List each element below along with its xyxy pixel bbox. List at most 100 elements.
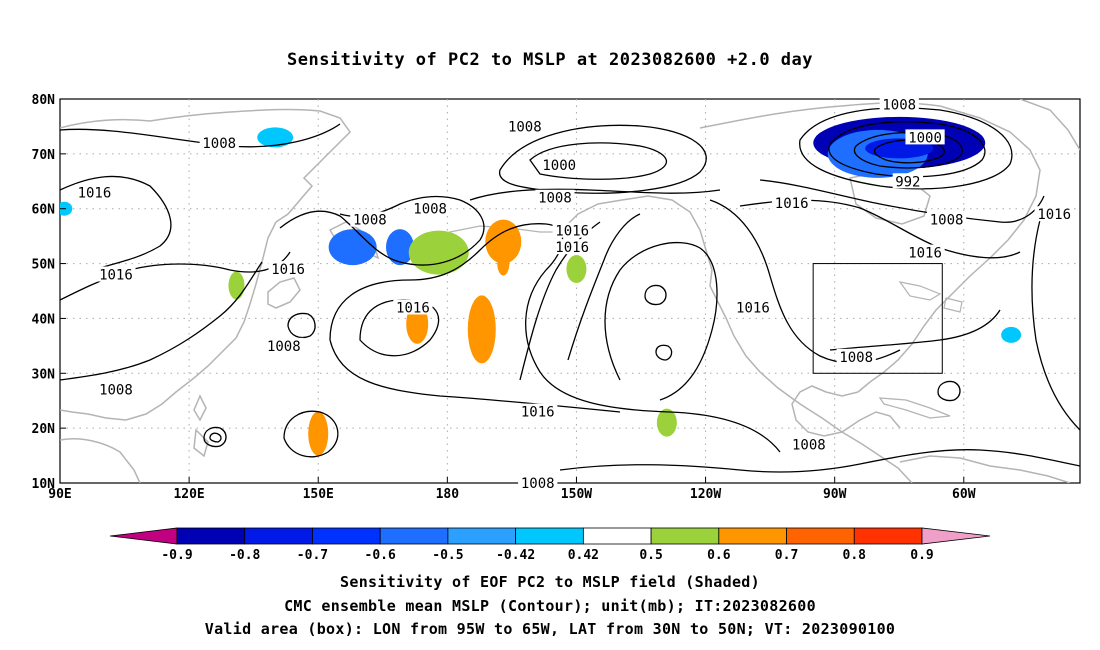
contour-label: 1008	[267, 339, 301, 355]
contour-label: 1000	[908, 130, 942, 146]
contour-label-bg	[268, 261, 308, 277]
colorbar: -0.9 -0.8 -0.7 -0.6 -0.5 -0.42 0.42 0.5 0.6 0.7 0.…	[109, 527, 991, 563]
contour-label: 1016	[271, 262, 305, 278]
colorbar-label: 0.6	[707, 548, 731, 563]
lat-tick-label: 40N	[32, 312, 56, 327]
contour-label-bg	[199, 134, 239, 150]
contour-label: 1016	[1037, 207, 1071, 223]
contour-small-high-2	[655, 344, 673, 361]
contour-label-bg	[350, 211, 390, 227]
contour-label: 1016	[775, 196, 809, 212]
contour-1008-eastern-na	[829, 309, 1001, 351]
lat-tick-label: 60N	[32, 203, 56, 218]
coastline-japan	[267, 277, 301, 309]
contour-label: 1008	[202, 136, 236, 152]
positive-sensitivity-region	[308, 411, 329, 456]
colorbar-segment	[650, 527, 720, 545]
positive-sensitivity-core	[497, 251, 510, 276]
contour-1016-central-pacific	[359, 299, 440, 357]
contour-1008-ring	[469, 188, 721, 201]
coastline-cuba	[878, 397, 951, 419]
contour-label-bg	[1034, 206, 1074, 222]
contour-label: 1000	[542, 158, 576, 174]
contour-label-bg	[518, 475, 558, 490]
contour-label-bg	[539, 156, 579, 172]
contour-label-bg	[505, 118, 545, 134]
positive-sensitivity-region	[566, 255, 587, 284]
contour-1016-western-na	[709, 199, 901, 364]
colorbar-segment	[176, 527, 246, 545]
lat-tick-label: 70N	[32, 148, 56, 163]
colorbar-label: 0.5	[639, 548, 662, 563]
lon-tick-label: 150E	[303, 487, 334, 502]
contour-small-high-1	[644, 284, 667, 306]
coastline-great-lakes	[898, 281, 963, 313]
contour-label-bg	[96, 381, 136, 397]
contour-label-bg	[789, 436, 829, 452]
colorbar-arrow-low	[109, 527, 178, 545]
sensitivity-shading	[60, 116, 1022, 456]
lat-tick-label: 80N	[32, 93, 56, 108]
colorbar-segment	[515, 527, 584, 545]
contour-atlantic-low-small	[937, 380, 961, 402]
contour-label-bg	[892, 173, 924, 189]
colorbar-label: 0.7	[775, 548, 798, 563]
negative-sensitivity-region	[386, 229, 414, 266]
contour-label-bg	[733, 299, 773, 315]
coastline-arctic-canada	[699, 102, 1041, 241]
contour-label: 1008	[353, 213, 387, 229]
axis-ticks: 90E 120E 150E 180 150W 120W 90W 60W 80N 70N 60N 50N…	[32, 93, 976, 502]
contour-1008-asia-south	[60, 261, 263, 381]
contour-1008-south-pacific	[559, 449, 1080, 473]
chart-title: Sensitivity of PC2 to MSLP at 2023082600…	[286, 50, 813, 70]
colorbar-segment	[853, 527, 923, 545]
contour-label: 1008	[882, 97, 916, 113]
contour-label: 1016	[396, 300, 430, 316]
colorbar-segment	[582, 527, 652, 545]
contour-1016-pacific-west	[279, 195, 485, 266]
contour-label: 1008	[413, 202, 447, 218]
lat-tick-label: 30N	[32, 367, 56, 382]
positive-sensitivity-region	[408, 230, 469, 275]
contour-typhoon-4	[287, 312, 316, 339]
colorbar-label: -0.42	[496, 548, 535, 563]
lat-tick-label: 10N	[32, 477, 56, 492]
contour-label: 992	[895, 174, 920, 190]
contour-label: 1008	[930, 213, 964, 229]
footer-line-1: Sensitivity of EOF PC2 to MSLP field (Sh…	[340, 573, 760, 591]
map-frame	[59, 98, 1081, 484]
contour-label: 1008	[521, 476, 555, 492]
contour-typhoon-3	[283, 410, 339, 458]
contour-arctic-low-2	[828, 121, 986, 178]
positive-sensitivity-region	[485, 219, 522, 264]
contour-label-bg	[535, 189, 575, 205]
lon-tick-label: 120E	[173, 487, 204, 502]
footer-line-3: Valid area (box): LON from 95W to 65W, L…	[204, 620, 896, 638]
contour-arctic-low-1	[799, 107, 1013, 190]
colorbar-label: -0.6	[365, 548, 396, 563]
footer-line-2: CMC ensemble mean MSLP (Contour); unit(m…	[284, 597, 816, 615]
colorbar-segment	[244, 527, 313, 545]
contour-label: 1008	[538, 191, 572, 207]
contour-label: 1016	[736, 300, 770, 316]
coastline-west-north-america	[709, 285, 913, 483]
contour-ridge-east	[604, 241, 718, 401]
contour-1000-aleutian-low	[529, 142, 668, 180]
contour-label-bg	[905, 244, 945, 260]
contour-label-bg	[926, 211, 967, 227]
contour-label-bg	[96, 266, 136, 282]
contour-label-bg	[879, 96, 919, 112]
colorbar-label: -0.7	[297, 548, 328, 563]
negative-sensitivity-region	[328, 229, 377, 266]
contour-label: 1016	[908, 246, 942, 262]
contour-typhoon-1	[203, 426, 227, 448]
contour-arctic-low-3	[853, 131, 963, 169]
contour-label-bg	[772, 195, 812, 211]
colorbar-label: -0.5	[432, 548, 463, 563]
contour-1008-canada	[759, 179, 1045, 223]
contour-label: 1016	[555, 224, 589, 240]
contour-label-bg	[905, 129, 945, 145]
colorbar-segment	[312, 527, 381, 545]
contour-label: 1008	[99, 383, 133, 399]
